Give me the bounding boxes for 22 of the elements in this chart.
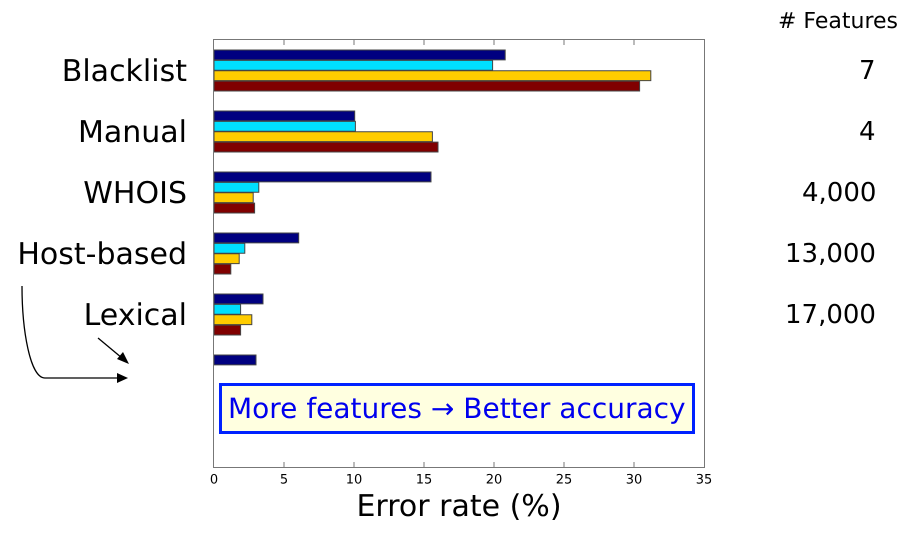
x-tick-label: 20 [486,472,502,488]
text: 4 [859,117,876,147]
x-tick-label: 15 [416,472,432,488]
x-tick-label: 10 [346,472,362,488]
y-tick-label: Host-based [17,237,187,272]
x-tick-label: 25 [556,472,572,488]
x-tick-label: 5 [280,472,288,488]
y-tick-label: WHOIS [83,176,187,211]
y-tick-label: Manual [78,115,187,150]
x-tick-label: 30 [626,472,642,488]
text: 4,000 [802,178,876,208]
x-tick-label: 0 [210,472,218,488]
x-tick-label: 35 [696,472,712,488]
y-tick-label: Blacklist [62,54,188,89]
bar [214,354,256,366]
annotation: More features → Better accuracy [228,392,686,425]
x-axis-title: Error rate (%) [356,489,562,524]
text: 17,000 [785,300,876,330]
text: 7 [859,56,876,86]
text: # Features [778,9,898,34]
text: 13,000 [785,239,876,269]
y-tick-label: Lexical [84,298,187,333]
